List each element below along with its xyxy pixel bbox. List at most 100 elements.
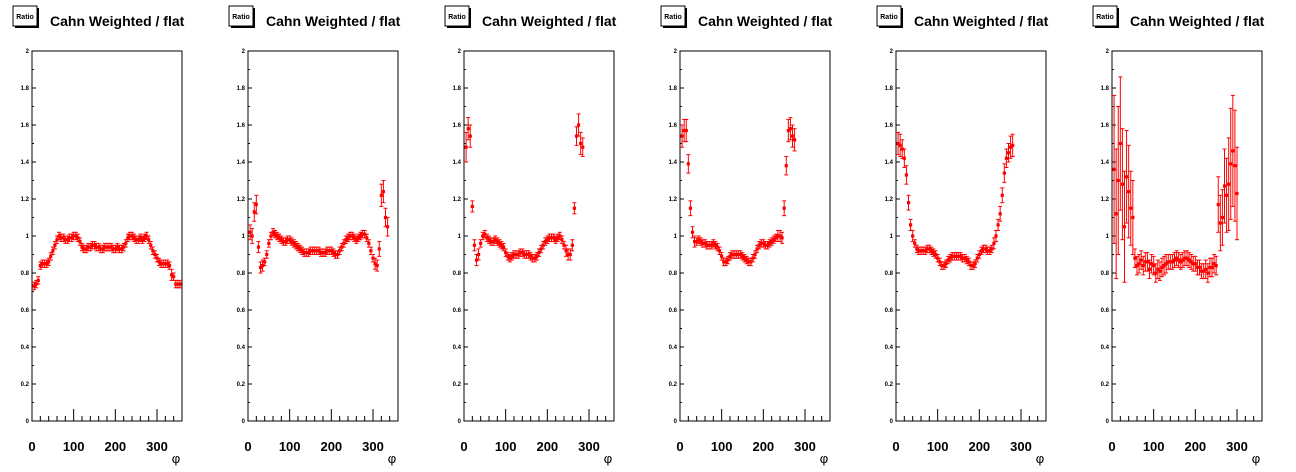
marker — [38, 264, 42, 268]
data-point — [1185, 250, 1189, 267]
marker — [74, 234, 78, 238]
marker — [335, 252, 340, 257]
data-point — [385, 217, 390, 237]
marker — [512, 252, 516, 257]
marker — [732, 252, 736, 257]
marker — [258, 265, 263, 270]
marker — [67, 236, 72, 240]
data-point — [728, 252, 732, 261]
data-point — [987, 246, 992, 255]
data-point — [931, 248, 936, 257]
data-point — [38, 261, 43, 270]
marker — [1160, 265, 1164, 270]
marker — [936, 256, 940, 260]
data-point — [767, 239, 772, 248]
data-point — [491, 237, 496, 246]
data-point — [738, 250, 743, 259]
data-point — [782, 200, 787, 217]
data-point — [896, 131, 901, 156]
data-point — [784, 155, 789, 176]
x-axis-label: φ — [820, 451, 828, 466]
marker — [483, 232, 487, 236]
marker — [778, 234, 782, 238]
marker — [1193, 262, 1197, 266]
marker — [906, 201, 911, 205]
marker — [1114, 212, 1118, 216]
marker — [78, 239, 82, 244]
data-point — [998, 205, 1003, 222]
chart-panel-6: Ratio Cahn Weighted / flat 0 0.2 0.4 0.6 0.8 1 1… — [1092, 5, 1265, 466]
marker — [927, 247, 931, 251]
marker — [730, 252, 734, 257]
marker — [1214, 264, 1218, 268]
marker — [319, 251, 323, 255]
y-tick-label: 0.8 — [21, 271, 30, 277]
marker — [713, 243, 718, 247]
marker — [904, 173, 909, 177]
x-tick-label: 100 — [279, 439, 301, 454]
data-point — [989, 244, 994, 254]
data-point — [44, 259, 49, 268]
data-point — [1224, 157, 1229, 233]
stat-box — [1092, 5, 1118, 27]
y-tick-label: 1 — [890, 234, 894, 240]
marker — [40, 262, 45, 266]
marker — [703, 241, 707, 245]
marker — [690, 230, 695, 234]
data-point — [958, 252, 963, 261]
marker — [938, 260, 942, 264]
marker — [113, 247, 117, 251]
x-axis-label: φ — [172, 451, 180, 466]
plot-frame — [679, 50, 831, 422]
marker — [109, 245, 113, 249]
data-point — [753, 250, 757, 259]
data-point — [1006, 143, 1011, 163]
marker — [1177, 258, 1181, 262]
y-tick-label: 1.6 — [1101, 123, 1110, 129]
data-point — [296, 242, 300, 252]
y-tick-label: 1.8 — [453, 86, 462, 92]
marker — [570, 243, 574, 247]
marker — [32, 284, 36, 288]
marker — [738, 252, 743, 257]
x-tick-label: 100 — [927, 439, 949, 454]
marker — [161, 262, 165, 266]
marker — [358, 234, 363, 238]
marker — [720, 254, 724, 258]
marker — [80, 245, 84, 249]
marker — [317, 249, 321, 253]
marker — [487, 238, 491, 242]
marker — [925, 247, 929, 251]
x-tick-label: 100 — [711, 439, 733, 454]
y-tick-label: 1.2 — [21, 197, 30, 203]
chart-title: Cahn Weighted / flat — [50, 13, 185, 29]
y-tick-label: 0 — [242, 419, 246, 425]
marker — [94, 245, 99, 249]
marker — [965, 258, 969, 262]
marker — [294, 243, 298, 247]
marker — [128, 234, 132, 238]
data-point — [65, 235, 70, 244]
marker — [159, 262, 163, 266]
marker — [954, 254, 959, 258]
data-point — [778, 229, 782, 243]
marker — [1174, 256, 1179, 260]
marker — [742, 256, 747, 260]
data-point — [973, 259, 978, 268]
chart-title: Cahn Weighted / flat — [266, 13, 401, 29]
marker — [740, 254, 745, 258]
marker — [898, 143, 902, 147]
marker — [263, 260, 267, 264]
marker — [169, 273, 174, 277]
marker — [1204, 267, 1208, 271]
marker — [1189, 260, 1193, 264]
marker — [558, 234, 562, 238]
data-point — [757, 241, 762, 250]
marker — [1216, 202, 1220, 207]
marker — [1141, 264, 1145, 268]
data-point — [250, 228, 255, 244]
data-point — [545, 235, 550, 244]
marker — [356, 236, 361, 240]
marker — [172, 275, 176, 279]
